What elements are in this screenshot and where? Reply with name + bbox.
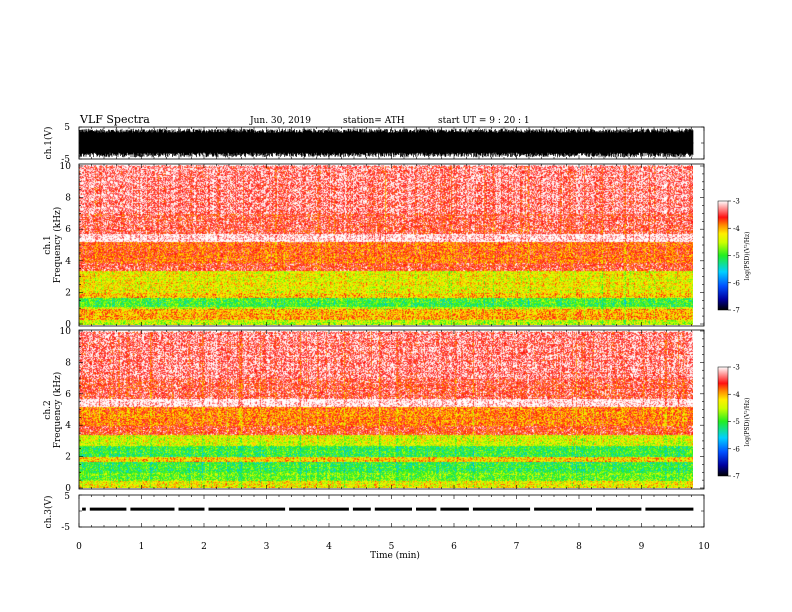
x-tick-label: 1 [139,542,145,552]
ch1-spec-ylabel-channel: ch.1 [43,235,53,254]
x-tick-label: 3 [264,542,270,552]
ch1-waveform-panel: 5 -5 ch.1(V) [43,123,705,165]
ch1-wave-ylabel: ch.1(V) [43,127,54,160]
ch1-colorbar-label: log(PSD)(V²/Hz) [744,232,751,281]
ch2-spec-ylabel-channel: ch.2 [43,400,53,419]
ch1-spec-ylabel: Frequency (kHz) [52,207,63,284]
ch2-colorbar-gradient [717,366,729,477]
x-tick-label: 0 [76,542,82,552]
x-tick-label: 7 [514,542,520,552]
ch2-spec-ylabel: Frequency (kHz) [52,372,63,449]
ch1-spectrogram-panel: 0 2 4 6 8 10 ch.1 Frequency (kHz) [43,162,705,330]
ch3-waveform-ticks [78,494,705,528]
ch2-colorbar-label: log(PSD)(V²/Hz) [744,398,751,447]
ch1-spec-ytick-label: 10 [60,162,72,172]
ch1-wave-ytick-top: 5 [64,123,70,133]
ch3-waveform-panel: 5 -5 ch.3(V) [43,492,705,533]
ch2-spec-ytick-label: 10 [60,327,72,337]
ch2-colorbar-tick-label: -6 [733,445,740,453]
x-tick-label: 9 [639,542,645,552]
ch2-spectrogram-ticks: 0 2 4 6 8 10 [60,327,705,494]
figure-title: VLF Spectra [79,113,150,126]
ch1-colorbar-ticks: -3 -4 -5 -6 -7 [728,198,740,315]
start-ut-label: start UT = 9 : 20 : 1 [438,116,530,126]
ch3-wave-ytick-bottom: -5 [61,523,70,533]
ch1-spec-ytick-label: 8 [65,194,71,204]
x-tick-label: 2 [201,542,207,552]
ch2-colorbar-tick-label: -4 [733,391,740,399]
ch1-colorbar-tick-label: -5 [733,252,740,260]
ch3-waveform-frame [78,494,705,528]
ch2-colorbar: -3 -4 -5 -6 -7 log(PSD)(V²/Hz) [717,364,751,481]
ch1-colorbar-tick-label: -4 [733,225,740,233]
ch2-spec-ytick-label: 6 [65,390,71,400]
x-tick-label: 8 [576,542,582,552]
station-label: station= ATH [343,116,405,126]
ch1-colorbar-tick-label: -6 [733,279,740,287]
ch2-spectrogram-panel: 0 2 4 6 8 10 ch.2 Frequency (kHz) [43,327,705,494]
time-x-axis: 0 1 2 3 4 5 6 7 8 9 10 [76,542,710,552]
ch3-wave-ytick-top: 5 [64,492,70,502]
ch1-spec-ytick-label: 2 [65,288,71,298]
x-tick-label: 4 [326,542,332,552]
x-tick-label: 6 [451,542,457,552]
ch2-spec-ytick-label: 4 [65,421,71,431]
ch2-spec-ytick-label: 8 [65,358,71,368]
x-tick-label: 5 [389,542,395,552]
ch1-colorbar-tick-label: -3 [733,198,740,206]
ch1-waveform-ticks [78,126,705,160]
ch1-colorbar-tick-label: -7 [733,307,740,315]
ch1-spectrogram-image [79,165,693,325]
ch1-spectrogram-ticks: 0 2 4 6 8 10 [60,162,705,330]
ch1-colorbar-gradient [717,200,729,311]
x-tick-label: 10 [698,542,710,552]
ch1-spec-ytick-label: 0 [65,320,71,330]
x-axis-label: Time (min) [370,550,420,561]
ch1-colorbar: -3 -4 -5 -6 -7 log(PSD)(V²/Hz) [717,198,751,315]
ch1-spec-ytick-label: 4 [65,257,71,267]
ch1-waveform-trace [79,128,694,158]
ch2-spectrogram-image [79,331,693,488]
date-label: Jun. 30, 2019 [249,116,311,126]
ch2-colorbar-ticks: -3 -4 -5 -6 -7 [728,364,740,481]
ch2-spec-ytick-label: 2 [65,453,71,463]
ch2-spec-ytick-label: 0 [65,484,71,494]
ch2-colorbar-tick-label: -5 [733,418,740,426]
ch1-wave-ytick-bottom: -5 [61,155,70,165]
ch2-colorbar-tick-label: -7 [733,473,740,481]
ch3-wave-ylabel: ch.3(V) [43,496,54,529]
ch2-colorbar-tick-label: -3 [733,364,740,372]
ch1-spec-ytick-label: 6 [65,225,71,235]
